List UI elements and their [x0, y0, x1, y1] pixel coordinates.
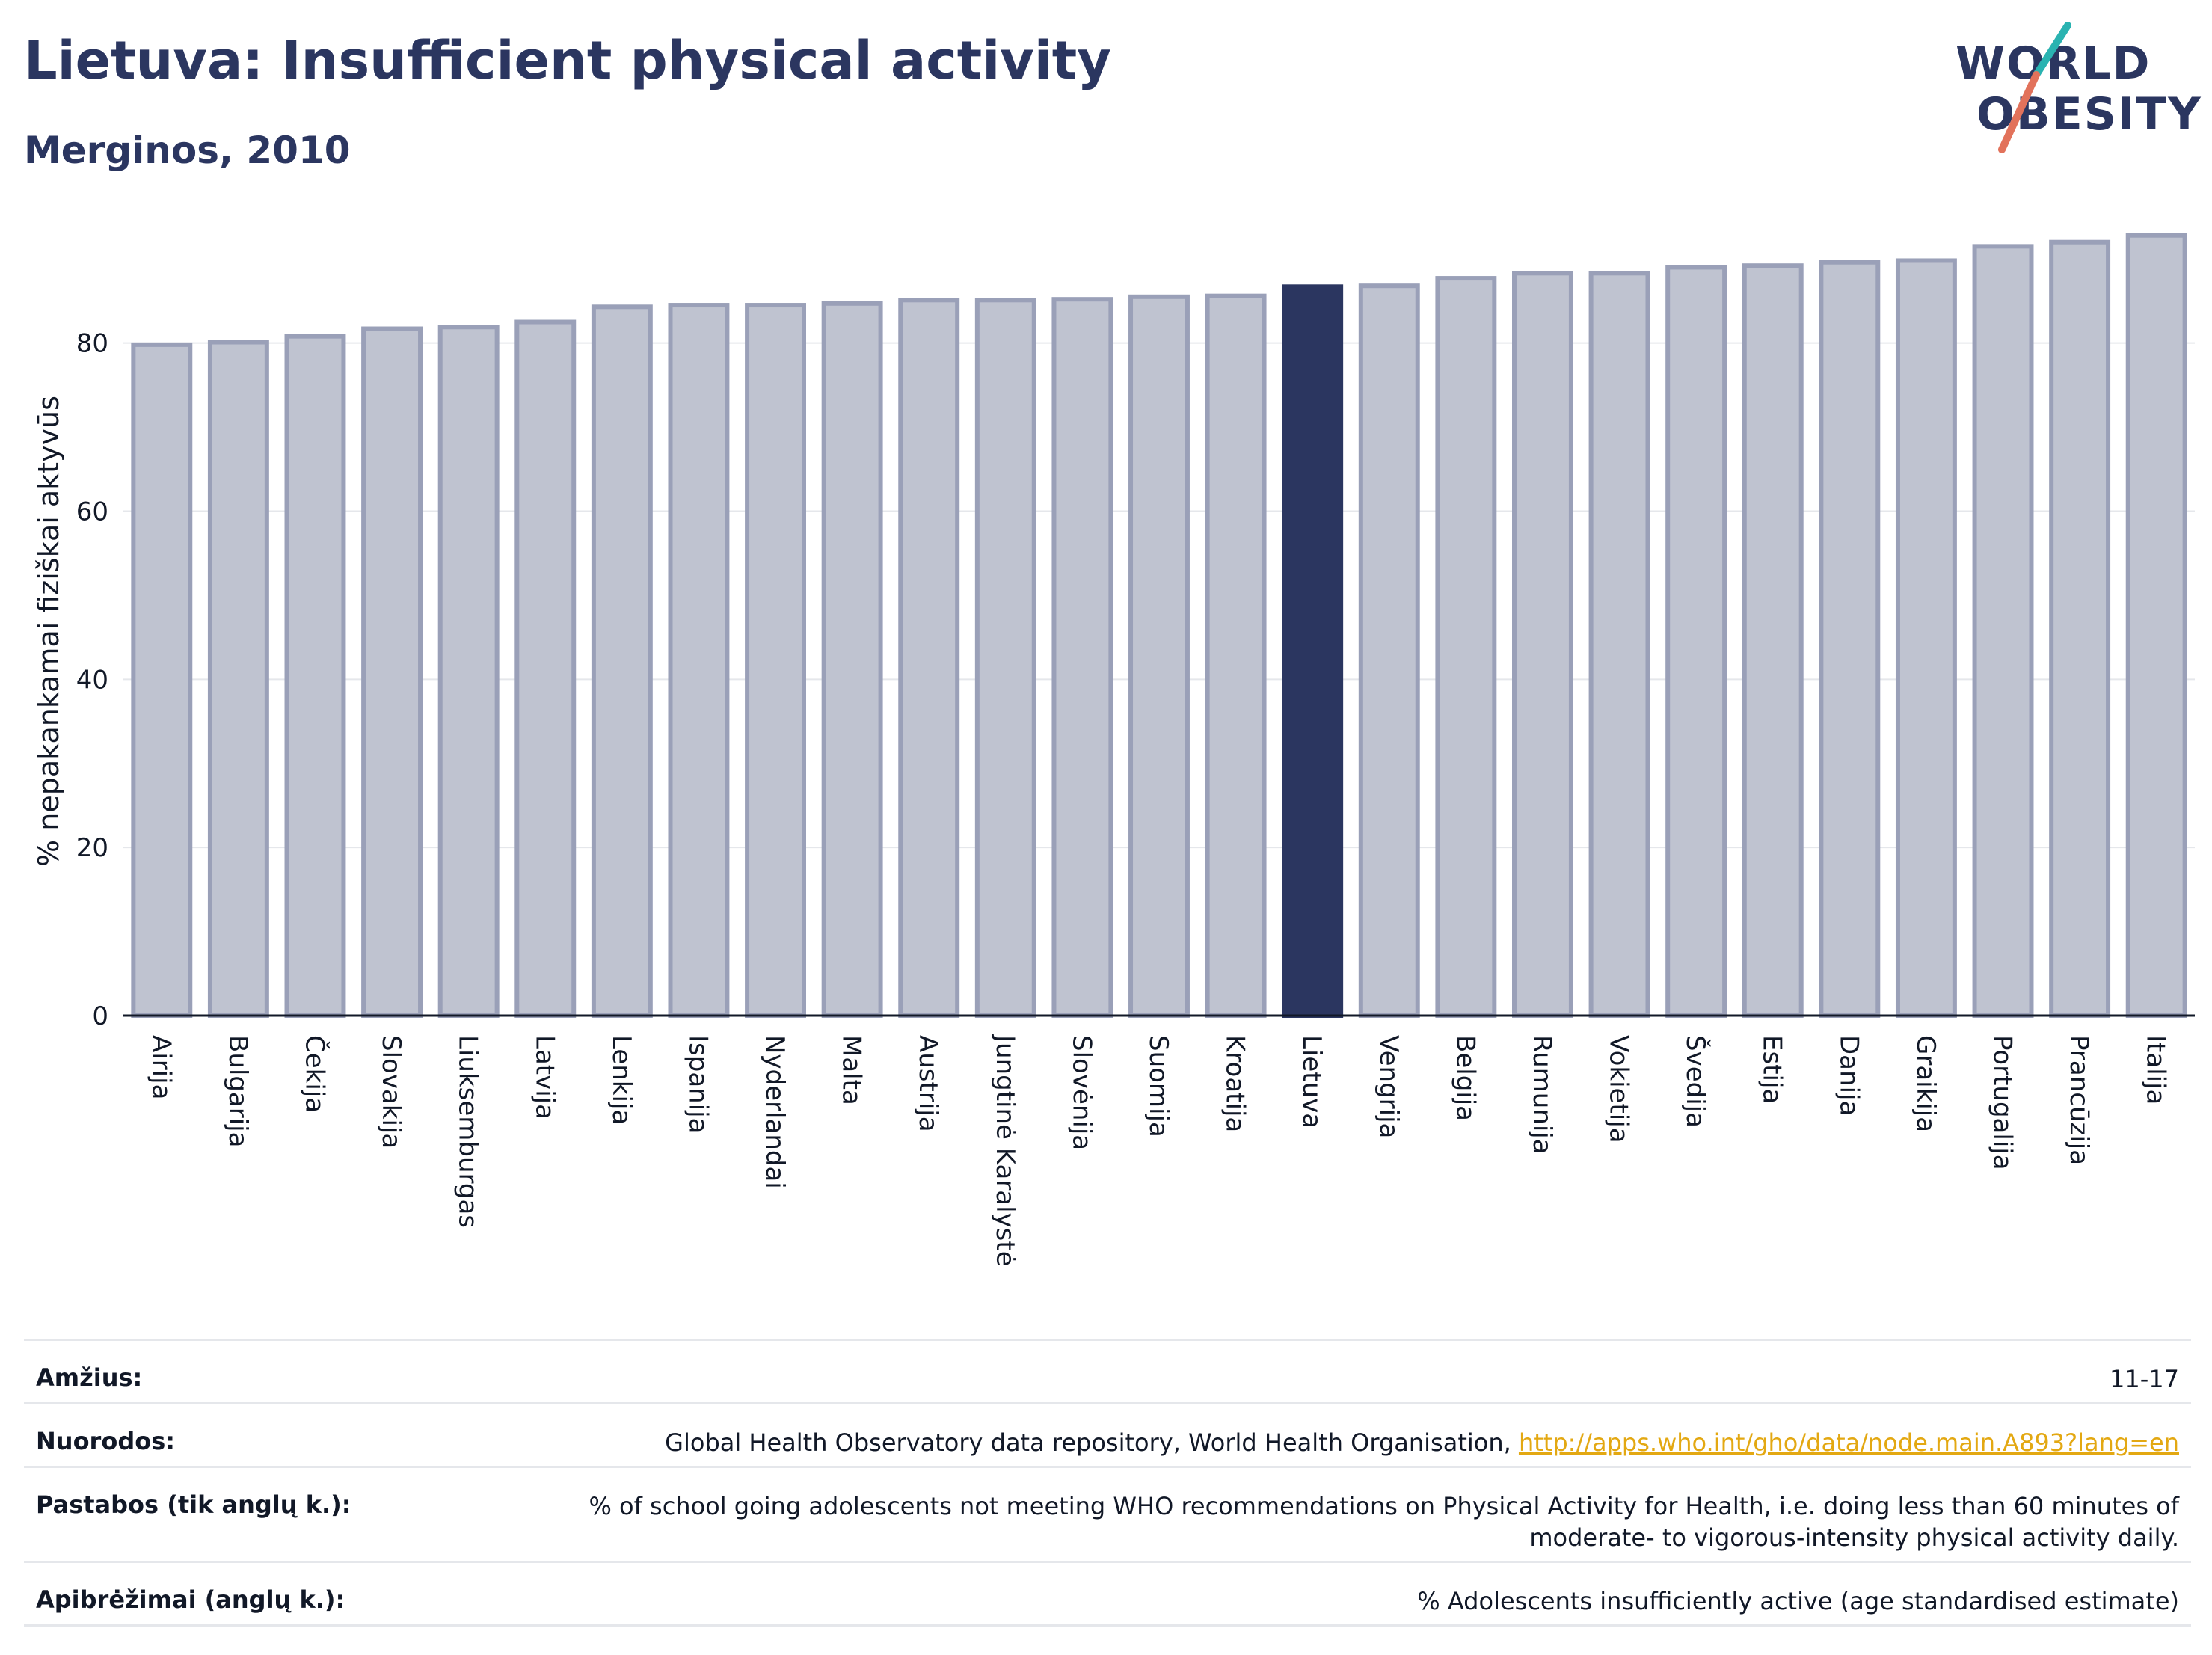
world-obesity-logo: WORLD OBESITY — [1956, 22, 2201, 157]
meta-label-definitions: Apibrėžimai (anglų k.): — [36, 1585, 345, 1614]
meta-row-references: Nuorodos: Global Health Observatory data… — [24, 1402, 2191, 1466]
bar — [207, 340, 269, 1018]
x-tick-label: Rumunija — [1527, 1035, 1557, 1155]
bar — [1128, 294, 1190, 1018]
x-tick-label: Italija — [2141, 1035, 2171, 1105]
x-tick-label: Airija — [146, 1035, 176, 1099]
x-tick-label: Bulgarija — [223, 1035, 253, 1147]
x-tick-label: Graikija — [1911, 1035, 1941, 1132]
reference-text: Global Health Observatory data repositor… — [665, 1428, 1511, 1457]
x-tick-label: Estija — [1757, 1035, 1787, 1104]
x-tick-label: Slovėnija — [1066, 1035, 1096, 1150]
bar — [514, 319, 577, 1018]
x-tick-label: Čekija — [299, 1035, 330, 1113]
y-tick-label: 80 — [76, 329, 108, 359]
x-tick-label: Ispanija — [683, 1035, 713, 1133]
x-tick-label: Latvija — [529, 1035, 559, 1120]
y-tick-label: 0 — [92, 1001, 108, 1031]
bar — [1282, 284, 1344, 1019]
x-tick-label: Liuksemburgas — [453, 1035, 483, 1228]
meta-label-references: Nuorodos: — [36, 1427, 176, 1455]
bar — [131, 342, 193, 1018]
bar — [361, 326, 423, 1018]
meta-label-notes: Pastabos (tik anglų k.): — [36, 1490, 351, 1519]
chart-subtitle: Merginos, 2010 — [24, 129, 351, 172]
reference-link[interactable]: http://apps.who.int/gho/data/node.main.A… — [1518, 1428, 2179, 1457]
bar — [1819, 260, 1881, 1018]
meta-row-age: Amžius: 11-17 — [24, 1339, 2191, 1402]
notes-line-1: % of school going adolescents not meetin… — [589, 1492, 2179, 1520]
x-tick-label: Suomija — [1143, 1035, 1173, 1137]
y-axis-label: % nepakankamai fiziškai aktyvūs — [32, 396, 65, 867]
x-tick-label: Kroatija — [1220, 1035, 1250, 1132]
bar — [1512, 271, 1573, 1019]
bar — [1895, 258, 1957, 1019]
chart-title: Lietuva: Insufficient physical activity — [24, 30, 1111, 91]
x-tick-label: Austrija — [913, 1035, 943, 1132]
bar — [591, 304, 653, 1018]
bar — [974, 298, 1036, 1019]
bar — [2049, 239, 2111, 1018]
bar — [1205, 293, 1267, 1018]
y-tick-label: 40 — [76, 665, 108, 695]
x-tick-label: Malta — [837, 1035, 867, 1105]
bar — [2125, 233, 2187, 1018]
meta-value-notes: % of school going adolescents not meetin… — [589, 1490, 2179, 1553]
meta-row-notes: Pastabos (tik anglų k.): % of school goi… — [24, 1466, 2191, 1561]
bar — [821, 301, 883, 1018]
x-tick-label: Portugalija — [1988, 1035, 2018, 1170]
x-tick-label: Prancūzija — [2064, 1035, 2094, 1165]
meta-value-definitions: % Adolescents insufficiently active (age… — [1417, 1587, 2179, 1615]
x-tick-label: Slovakija — [376, 1035, 406, 1149]
meta-label-age: Amžius: — [36, 1363, 143, 1392]
bar — [437, 325, 500, 1018]
bar — [898, 298, 960, 1019]
bar — [1358, 283, 1420, 1019]
x-tick-label: Lietuva — [1297, 1035, 1327, 1129]
bar — [1665, 265, 1727, 1018]
bar — [1972, 244, 2034, 1018]
bar — [1435, 276, 1497, 1018]
x-tick-label: Nyderlandai — [760, 1035, 790, 1189]
bar — [284, 334, 346, 1019]
x-tick-label: Vokietija — [1604, 1035, 1634, 1143]
bar — [1051, 297, 1113, 1019]
meta-value-references: Global Health Observatory data repositor… — [665, 1427, 2179, 1458]
x-tick-label: Belgija — [1450, 1035, 1480, 1121]
meta-row-definitions: Apibrėžimai (anglų k.): % Adolescents in… — [24, 1561, 2191, 1627]
x-tick-label: Lenkija — [606, 1035, 636, 1125]
bar-chart: 0 20 40 60 80 Airija Bulgarija Čekija Slovakija L… — [32, 233, 2195, 1267]
meta-value-age: 11-17 — [2110, 1365, 2179, 1393]
bar — [1588, 271, 1650, 1019]
bar — [668, 303, 730, 1018]
notes-line-2: moderate- to vigorous-intensity physical… — [1529, 1523, 2179, 1552]
x-tick-label: Danija — [1834, 1035, 1864, 1116]
logo-slash-icon — [1998, 22, 2071, 153]
y-tick-label: 60 — [76, 497, 108, 526]
y-tick-label: 20 — [76, 833, 108, 863]
x-tick-label: Jungtinė Karalystė — [990, 1034, 1020, 1267]
metadata-table: Amžius: 11-17 Nuorodos: Global Health Ob… — [24, 1339, 2191, 1627]
x-tick-label: Švedija — [1680, 1035, 1711, 1128]
x-tick-label: Vengrija — [1374, 1035, 1404, 1138]
bar — [745, 303, 806, 1018]
bar — [1742, 263, 1804, 1018]
